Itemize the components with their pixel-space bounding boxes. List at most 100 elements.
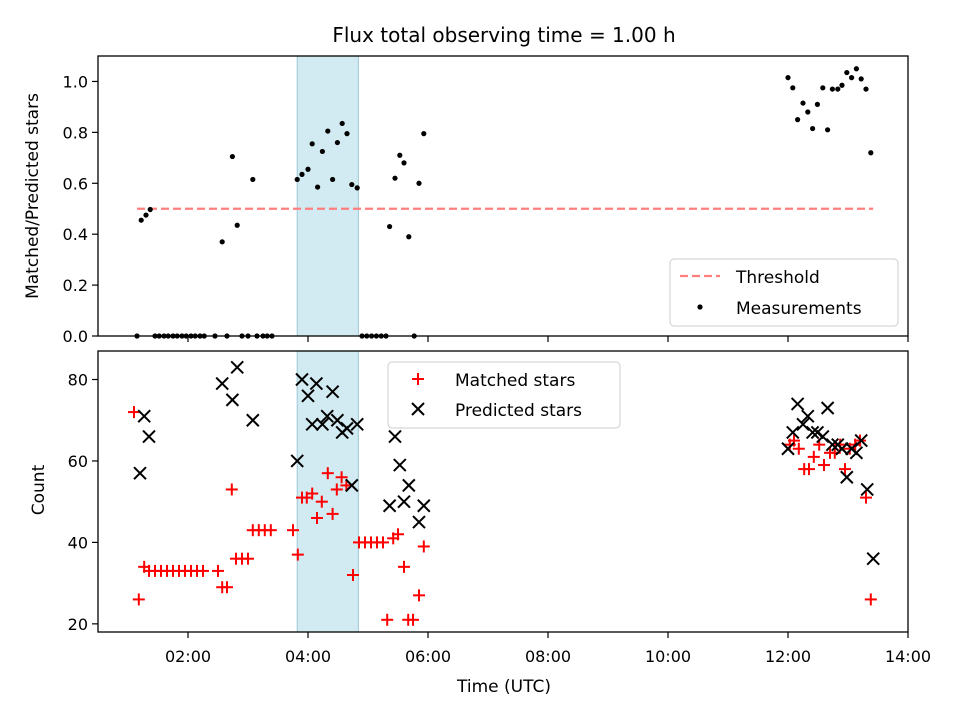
measurements-point <box>330 176 336 183</box>
matched-stars-point <box>326 507 339 520</box>
matched-stars-point <box>792 442 805 455</box>
y-tick-label: 0.2 <box>63 276 88 295</box>
matched-stars-point <box>212 564 224 577</box>
predicted-stars-point <box>142 429 156 444</box>
predicted-stars-point <box>305 417 319 432</box>
measurements-point <box>858 76 864 82</box>
matched-stars-point <box>315 495 328 508</box>
matched-stars-point <box>132 593 145 606</box>
measurements-point <box>795 117 801 123</box>
predicted-stars-point <box>820 401 835 415</box>
y-tick-label: 40 <box>68 533 88 552</box>
matched-stars-point <box>335 471 348 484</box>
measurements-point <box>790 85 796 91</box>
predicted-stars-point <box>350 417 364 432</box>
matched-stars-point <box>407 613 419 626</box>
measurements-point <box>825 127 831 133</box>
ratio-panel: 0.0 0.2 0.4 0.6 0.8 1.0 Flux total observing … <box>23 23 909 346</box>
measurements-point <box>344 131 350 137</box>
predicted-stars-point <box>320 409 334 423</box>
measurements-point <box>315 184 321 190</box>
predicted-stars-point <box>805 425 820 440</box>
matched-stars-point <box>834 438 847 451</box>
predicted-stars-point <box>137 409 151 423</box>
predicted-stars-point <box>345 478 359 493</box>
y-tick-label: 1.0 <box>63 72 88 91</box>
measurements-point <box>421 131 427 137</box>
measurements-point <box>387 223 393 230</box>
predicted-stars-point <box>393 458 407 472</box>
measurements-point <box>339 120 345 127</box>
predicted-stars-point <box>340 421 354 436</box>
measurements-point <box>334 139 340 146</box>
measurements-point <box>219 239 225 245</box>
measurements-point <box>138 217 144 223</box>
predicted-stars-point <box>230 360 244 374</box>
measurements-point <box>416 180 422 186</box>
matched-stars-point <box>807 450 820 463</box>
measurements-point <box>401 160 407 166</box>
matched-stars-point <box>291 548 304 561</box>
measurements-point <box>147 206 153 213</box>
axes-frame-bottom <box>97 350 909 633</box>
matched-stars-point <box>818 459 830 472</box>
measurements-point <box>868 150 874 156</box>
measurements-point <box>309 141 315 147</box>
y-axis-label-top: Matched/Predicted stars <box>23 93 43 299</box>
matched-stars-point <box>321 467 334 480</box>
predicted-stars-point <box>325 385 340 399</box>
matched-stars-point <box>377 536 389 549</box>
matched-stars-point <box>347 568 359 581</box>
matched-stars-point <box>413 589 425 602</box>
predicted-stars-point <box>849 446 864 460</box>
measurements-point <box>810 125 816 132</box>
y-axis-label-bottom: Count <box>29 464 49 515</box>
measurements-point <box>406 234 412 240</box>
matched-stars-point <box>381 613 394 626</box>
y-tick-label: 60 <box>68 452 88 471</box>
measurements-point <box>800 100 806 106</box>
y-tick-label: 80 <box>68 371 88 390</box>
predicted-stars-point <box>786 425 800 440</box>
legend-top: Threshold Measurements <box>669 258 899 327</box>
measurements-point <box>835 86 841 92</box>
measurements-point <box>319 148 325 155</box>
predicted-stars-point <box>225 393 240 407</box>
measurements-point <box>229 153 235 160</box>
measurements-point <box>349 181 355 188</box>
measurements-point <box>234 222 240 228</box>
x-tick-label: 10:00 <box>645 647 691 666</box>
matched-stars-point <box>242 552 254 565</box>
legend-matched-swatch <box>412 373 424 385</box>
measurements-point <box>805 109 811 115</box>
measurements-point <box>844 69 850 76</box>
matched-stars-point <box>306 487 319 500</box>
legend-bottom: Matched stars Predicted stars <box>387 361 621 429</box>
predicted-stars-point <box>801 409 815 423</box>
matched-stars-point <box>839 463 851 476</box>
predicted-stars-point <box>854 433 868 448</box>
predicted-stars-point <box>382 499 397 513</box>
predicted-stars-point <box>290 454 304 468</box>
y-tick-label: 0.4 <box>63 225 88 244</box>
matched-stars-point <box>417 540 430 553</box>
matched-stars-point <box>398 560 410 573</box>
matched-stars-point <box>803 463 815 476</box>
predicted-stars-point <box>835 442 849 456</box>
measurements-point <box>863 86 869 92</box>
y-tick-label: 0.8 <box>63 123 88 142</box>
measurements-point <box>849 75 855 81</box>
predicted-stars-point <box>412 515 426 529</box>
measurements-point <box>299 171 305 177</box>
matched-stars-point <box>392 528 404 541</box>
measurements-point <box>820 85 826 91</box>
matched-stars-point <box>197 564 209 577</box>
measurements-point <box>354 185 360 191</box>
measurements-point <box>305 166 311 172</box>
predicted-stars-point <box>133 466 147 480</box>
legend-measurements-label: Measurements <box>736 299 862 319</box>
matched-stars-point <box>221 581 233 594</box>
measurements-point <box>392 175 398 181</box>
legend-predicted-swatch <box>411 402 425 416</box>
y-tick-label: 0.0 <box>63 327 88 346</box>
